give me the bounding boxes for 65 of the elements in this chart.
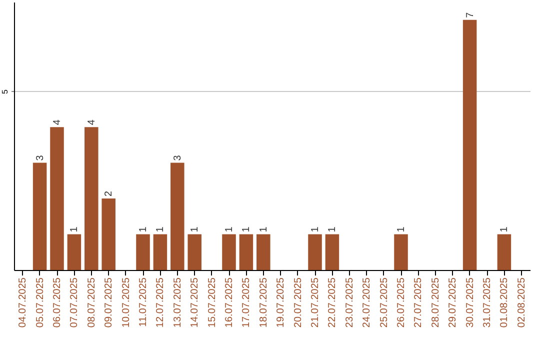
x-tick-label: 06.07.2025 — [52, 277, 63, 328]
x-tick-label: 11.07.2025 — [138, 277, 149, 327]
bar — [188, 234, 202, 270]
bar — [239, 234, 254, 270]
bar — [50, 127, 64, 270]
x-tick-label: 24.07.2025 — [362, 277, 373, 328]
data-label: 1 — [310, 226, 321, 232]
data-label: 1 — [155, 226, 166, 232]
x-tick-label: 09.07.2025 — [104, 277, 115, 328]
x-tick-label: 23.07.2025 — [344, 277, 356, 328]
x-tick-label: 13.07.2025 — [172, 277, 184, 328]
bar — [32, 162, 47, 270]
x-tick-label: 21.07.2025 — [310, 277, 321, 328]
data-label: 1 — [241, 226, 252, 232]
bar — [462, 20, 477, 270]
x-tick-label: 19.07.2025 — [276, 277, 287, 328]
bar — [222, 234, 236, 270]
x-tick-label: 08.07.2025 — [86, 277, 98, 328]
data-label: 7 — [464, 12, 476, 18]
y-tick-label: 5 — [0, 89, 10, 94]
x-tick-label: 18.07.2025 — [258, 277, 270, 328]
x-tick-label: 25.07.2025 — [378, 277, 390, 328]
data-label: 4 — [86, 119, 98, 126]
bar — [67, 234, 82, 270]
x-tick-label: 27.07.2025 — [413, 277, 424, 328]
bar — [102, 198, 116, 270]
x-tick-label: 28.07.2025 — [430, 277, 442, 328]
data-label: 1 — [258, 226, 270, 232]
x-tick-label: 04.07.2025 — [18, 277, 29, 328]
x-tick-label: 10.07.2025 — [120, 277, 132, 328]
data-label: 1 — [69, 226, 80, 232]
data-label: 3 — [34, 154, 46, 161]
x-tick-label: 07.07.2025 — [69, 277, 80, 328]
x-tick-label: 29.07.2025 — [448, 277, 459, 328]
bar — [256, 234, 270, 270]
bar — [84, 127, 98, 270]
x-tick-label: 01.08.2025 — [499, 277, 510, 328]
bar — [394, 234, 408, 270]
data-label: 1 — [138, 226, 149, 232]
x-tick-label: 02.08.2025 — [516, 277, 528, 328]
x-tick-label: 20.07.2025 — [292, 277, 304, 328]
data-label: 1 — [396, 226, 407, 232]
data-label: 3 — [172, 154, 184, 161]
x-tick-label: 31.07.2025 — [482, 277, 493, 328]
bar — [170, 162, 184, 270]
x-tick-label: 30.07.2025 — [464, 277, 476, 328]
data-label: 1 — [499, 226, 510, 232]
bar — [325, 234, 340, 270]
data-label: 2 — [104, 190, 115, 197]
data-label: 1 — [327, 226, 338, 232]
data-label: 1 — [190, 226, 201, 232]
data-label: 4 — [52, 119, 63, 126]
bar — [497, 234, 512, 270]
x-tick-label: 22.07.2025 — [327, 277, 338, 328]
x-tick-label: 16.07.2025 — [224, 277, 235, 328]
x-tick-label: 12.07.2025 — [155, 277, 166, 328]
bar — [153, 234, 168, 270]
data-label: 1 — [224, 226, 235, 232]
bar — [308, 234, 322, 270]
x-tick-label: 05.07.2025 — [34, 277, 46, 328]
x-tick-label: 17.07.2025 — [241, 277, 252, 328]
x-tick-label: 14.07.2025 — [190, 277, 201, 328]
x-tick-label: 15.07.2025 — [206, 277, 218, 328]
bar — [136, 234, 150, 270]
x-tick-label: 26.07.2025 — [396, 277, 407, 328]
